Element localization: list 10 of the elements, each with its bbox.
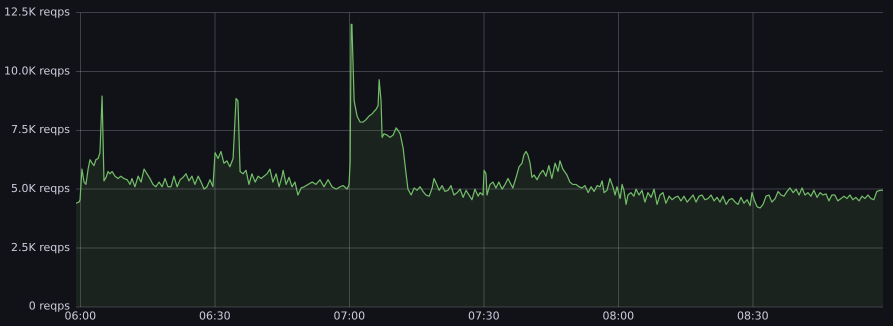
y-tick-label: 12.5K reqps — [4, 5, 70, 18]
x-tick-label: 08:00 — [602, 309, 634, 322]
x-tick-label: 06:30 — [198, 309, 231, 322]
x-tick-label: 07:30 — [468, 309, 500, 322]
y-tick-label: 10.0K reqps — [4, 64, 70, 78]
x-tick-label: 08:30 — [736, 309, 769, 322]
y-tick-label: 7.5K reqps — [11, 123, 70, 136]
y-tick-label: 2.5K reqps — [11, 240, 70, 254]
y-tick-label: 5.0K reqps — [11, 182, 70, 195]
x-tick-label: 07:00 — [333, 309, 366, 322]
